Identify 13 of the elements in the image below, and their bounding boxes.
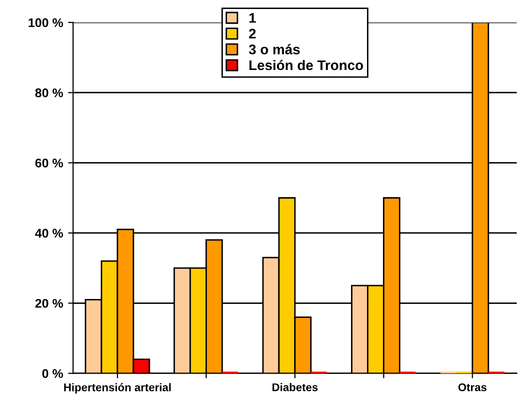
legend-label: Lesión de Tronco [249,60,363,70]
x-tick-label: Otras [458,383,486,392]
y-tick-label: 100 % [28,18,64,28]
legend-label: 3 o más [248,44,300,54]
y-tick-label: 20 % [35,298,64,308]
y-tick-label: 60 % [35,158,64,168]
x-tick-label: Hipertensión arterial [64,383,171,394]
x-tick-label: Diabetes [272,383,318,392]
y-tick-label: 40 % [35,228,64,238]
y-tick-label: 80 % [35,88,64,98]
y-tick-label: 0 % [42,369,64,378]
legend-label: 2 [249,28,256,38]
legend-label: 1 [249,13,256,23]
